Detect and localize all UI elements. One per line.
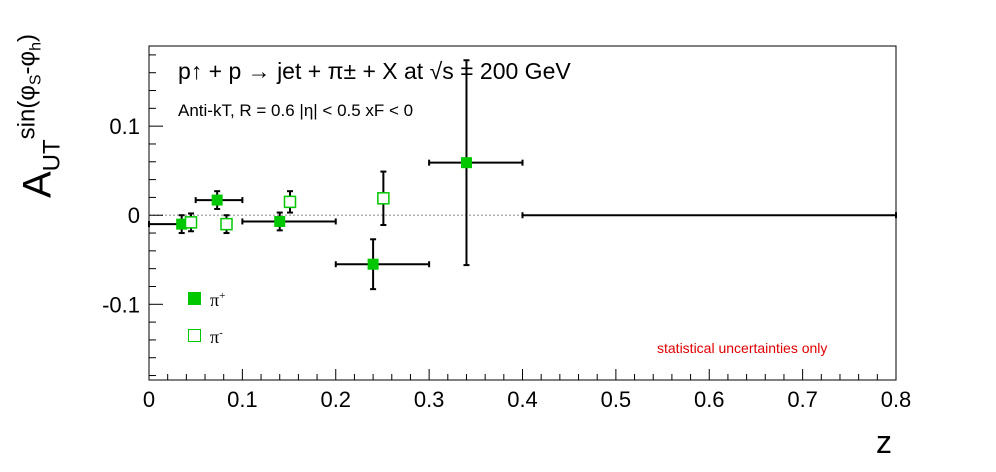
y-tick-label: -0.1: [102, 292, 140, 317]
x-tick-label: 0.3: [414, 387, 445, 412]
pi-plus-point: [334, 238, 431, 291]
x-tick-label: 0.6: [694, 387, 725, 412]
pi-minus-point: [220, 214, 233, 235]
pi-minus-point: [283, 190, 297, 214]
y-axis-label-box: AUTsin(φS-φh): [8, 28, 72, 204]
open-square-marker: [220, 217, 233, 231]
pi-plus-point: [241, 211, 337, 232]
filled-square-marker: [460, 157, 472, 169]
x-tick-label: 0.5: [601, 387, 632, 412]
x-axis: 0 0.1 0.2 0.3 0.4 0.5 0.6 0.7 0.8: [143, 369, 911, 412]
y-tick-label: 0: [128, 203, 140, 228]
pi-plus-point: [521, 212, 897, 219]
y-axis: -0.1 0 0.1: [102, 54, 163, 377]
legend-label-pi-minus: π-: [210, 327, 223, 347]
pi-plus-point: [428, 59, 524, 267]
x-tick-label: 0.2: [320, 387, 351, 412]
filled-square-marker: [176, 218, 188, 230]
x-axis-label: z: [876, 424, 892, 460]
y-axis-label: AUTsin(φS-φh): [13, 33, 66, 199]
pi-minus-point: [377, 170, 390, 227]
pi-minus-point: [184, 212, 198, 233]
data-points: [148, 59, 897, 291]
chart-subtitle: Anti-kT, R = 0.6 |η| < 0.5 xF < 0: [178, 101, 414, 120]
pi-plus-point: [194, 190, 244, 210]
filled-square-marker: [274, 215, 286, 227]
y-tick-label: 0.1: [109, 114, 140, 139]
legend-marker-open-square: [188, 329, 201, 342]
open-square-marker: [283, 195, 297, 209]
legend-label-pi-plus: π+: [210, 290, 226, 310]
x-tick-label: 0.7: [787, 387, 818, 412]
uncertainty-note: statistical uncertainties only: [657, 340, 828, 356]
open-square-marker: [184, 216, 198, 229]
filled-square-marker: [211, 194, 223, 206]
chart-title: p↑ + p → jet + π± + X at √s = 200 GeV: [178, 58, 571, 84]
open-square-marker: [377, 192, 390, 205]
legend-marker-filled-square: [188, 292, 201, 305]
x-tick-label: 0.8: [881, 387, 912, 412]
filled-square-marker: [367, 258, 379, 270]
x-tick-label: 0.1: [227, 387, 258, 412]
x-tick-label: 0: [143, 387, 155, 412]
x-tick-label: 0.4: [507, 387, 538, 412]
